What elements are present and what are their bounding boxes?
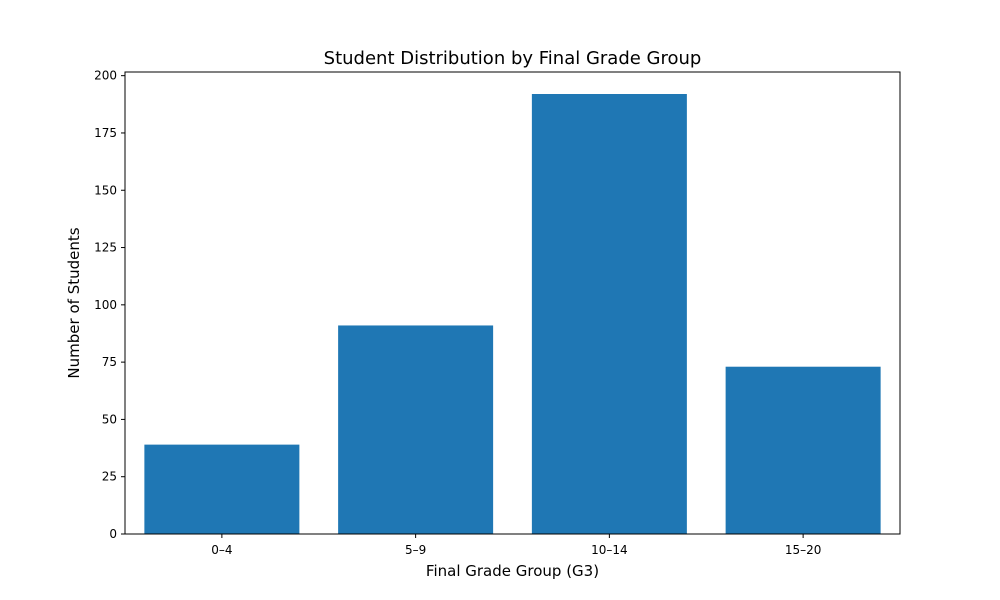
x-tick-label: 15–20 bbox=[785, 543, 822, 557]
x-axis-label: Final Grade Group (G3) bbox=[426, 562, 599, 580]
y-tick-label: 175 bbox=[94, 126, 117, 140]
y-axis-ticks: 0 25 50 75 100 125 150 175 200 bbox=[94, 69, 125, 541]
x-tick-label: 10–14 bbox=[591, 543, 628, 557]
y-tick-label: 0 bbox=[109, 527, 117, 541]
y-tick-label: 150 bbox=[94, 183, 117, 197]
bar-5–9 bbox=[338, 325, 494, 534]
chart-title: Student Distribution by Final Grade Grou… bbox=[324, 48, 702, 69]
bar-0–4 bbox=[144, 444, 300, 534]
bar-10–14 bbox=[531, 94, 687, 534]
y-tick-label: 75 bbox=[102, 355, 117, 369]
y-tick-label: 125 bbox=[94, 241, 117, 255]
x-tick-label: 5–9 bbox=[405, 543, 426, 557]
x-tick-label: 0–4 bbox=[211, 543, 232, 557]
bars-group bbox=[144, 94, 881, 534]
y-tick-label: 50 bbox=[102, 412, 117, 426]
y-tick-label: 200 bbox=[94, 69, 117, 83]
x-axis-ticks: 0–4 5–9 10–14 15–20 bbox=[211, 534, 821, 557]
y-axis-label: Number of Students bbox=[65, 227, 83, 378]
plot-frame bbox=[124, 71, 901, 535]
y-tick-label: 25 bbox=[102, 470, 117, 484]
bar-15–20 bbox=[725, 366, 881, 534]
y-tick-label: 100 bbox=[94, 298, 117, 312]
